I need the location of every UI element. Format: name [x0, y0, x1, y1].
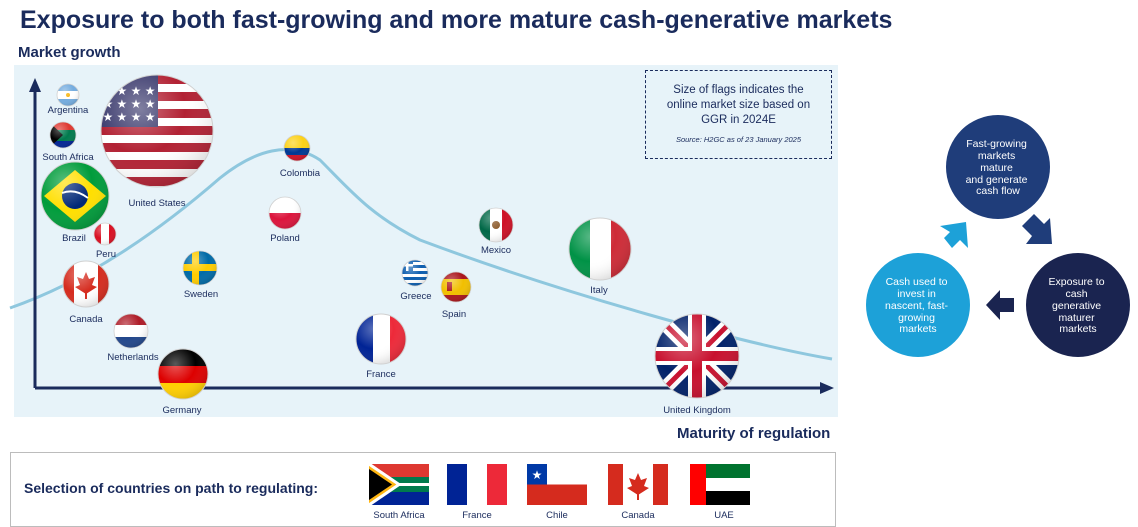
flag-caption: France — [462, 510, 492, 521]
country-label: Netherlands — [107, 352, 158, 363]
cycle-arrow-up-right — [940, 222, 968, 248]
note-box: Size of flags indicates the online marke… — [645, 70, 832, 159]
cycle-text-right: Exposure to cash generative maturer mark… — [1049, 276, 1108, 335]
country-label: Argentina — [48, 105, 89, 116]
cycle-circle-right — [1026, 253, 1130, 357]
country-label: Mexico — [481, 245, 511, 256]
page-title: Exposure to both fast-growing and more m… — [20, 6, 893, 34]
source-text: Source: H2GC as of 23 January 2025 — [675, 135, 802, 144]
regulating-label: Selection of countries on path to regula… — [24, 480, 319, 496]
flag-caption: Chile — [546, 510, 568, 521]
country-label: Germany — [162, 405, 201, 416]
country-label: Peru — [96, 249, 116, 260]
cycle-circle-top — [946, 115, 1050, 219]
cycle-circle-left — [866, 253, 970, 357]
note-text: Size of flags indicates the online marke… — [666, 84, 811, 126]
country-label: Brazil — [62, 233, 86, 244]
country-label: Greece — [400, 291, 431, 302]
country-label: United States — [128, 198, 185, 209]
cycle-arrow-left — [986, 290, 1014, 320]
chile-flag: ★ — [527, 464, 587, 505]
country-label: Colombia — [280, 168, 321, 179]
cycle-diagram: Fast-growing markets mature and generate… — [866, 115, 1130, 357]
flag-caption: UAE — [714, 510, 734, 521]
cycle-text-left: Cash used to invest in nascent, fast- gr… — [885, 276, 951, 335]
country-label: South Africa — [42, 152, 94, 163]
country-label: Sweden — [184, 289, 218, 300]
country-label: United Kingdom — [663, 405, 731, 416]
country-label: Canada — [69, 314, 103, 325]
france-flag — [447, 464, 507, 505]
uae-flag — [690, 464, 750, 505]
country-label: Poland — [270, 233, 300, 244]
flag-caption: South Africa — [373, 510, 425, 521]
y-axis-label: Market growth — [18, 44, 121, 61]
flag-caption: Canada — [621, 510, 655, 521]
x-axis-label: Maturity of regulation — [677, 425, 831, 442]
country-label: France — [366, 369, 396, 380]
y-axis — [29, 78, 41, 388]
cycle-arrow-down-right — [1022, 214, 1052, 244]
canada-flag — [608, 464, 668, 505]
svg-text:★: ★ — [532, 468, 543, 482]
cycle-text-top: Fast-growing markets mature and generate… — [966, 138, 1031, 197]
country-label: Italy — [590, 285, 608, 296]
south-africa-flag — [369, 464, 429, 505]
country-label: Spain — [442, 309, 466, 320]
